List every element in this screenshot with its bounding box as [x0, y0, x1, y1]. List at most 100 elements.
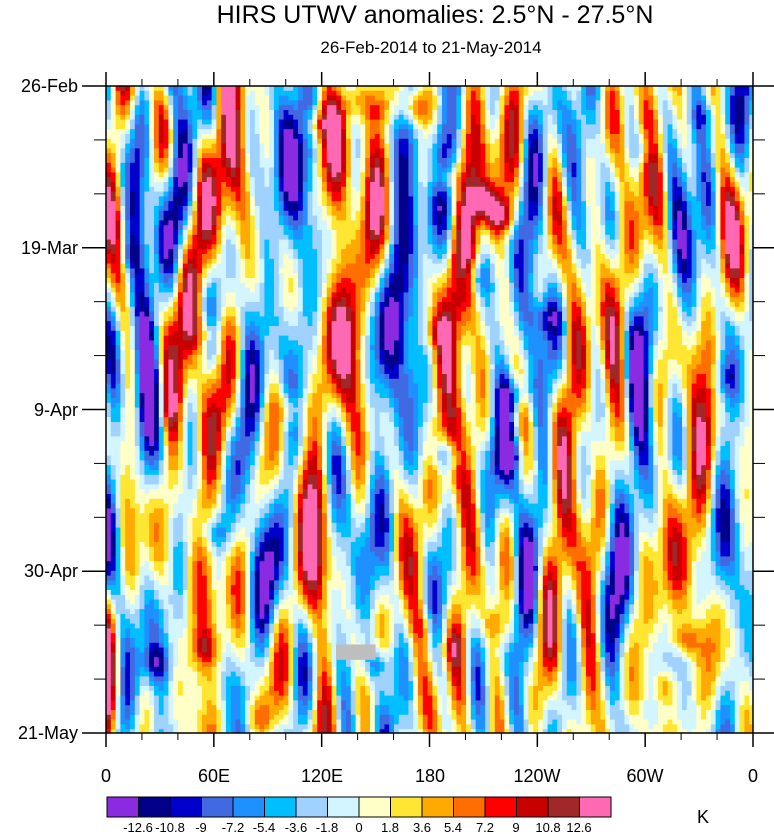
- heatmap-cell: [701, 191, 707, 197]
- heatmap-cell: [331, 177, 337, 183]
- heatmap-cell: [562, 100, 568, 106]
- heatmap-cell: [480, 186, 486, 192]
- heatmap-cell: [547, 110, 553, 116]
- heatmap-cell: [144, 220, 150, 226]
- heatmap-cell: [202, 225, 208, 231]
- heatmap-cell: [619, 220, 625, 226]
- heatmap-cell: [518, 129, 524, 135]
- heatmap-cell: [274, 254, 280, 260]
- heatmap-cell: [427, 86, 433, 92]
- heatmap-cell: [110, 210, 116, 216]
- heatmap-cell: [643, 196, 649, 202]
- heatmap-cell: [154, 134, 160, 140]
- heatmap-cell: [211, 191, 217, 197]
- heatmap-cell: [370, 230, 376, 236]
- heatmap-cell: [422, 215, 428, 221]
- heatmap-cell: [749, 158, 753, 164]
- heatmap-cell: [485, 182, 491, 188]
- heatmap-cell: [254, 110, 260, 116]
- heatmap-cell: [677, 105, 683, 111]
- heatmap-cell: [624, 220, 630, 226]
- heatmap-cell: [163, 258, 169, 264]
- heatmap-cell: [346, 191, 352, 197]
- heatmap-cell: [696, 153, 702, 159]
- heatmap-cell: [586, 210, 592, 216]
- heatmap-cell: [317, 210, 323, 216]
- heatmap-cell: [514, 239, 520, 245]
- heatmap-cell: [446, 249, 452, 255]
- heatmap-cell: [557, 239, 563, 245]
- heatmap-cell: [437, 119, 443, 125]
- heatmap-cell: [643, 220, 649, 226]
- heatmap-cell: [523, 167, 529, 173]
- heatmap-cell: [682, 215, 688, 221]
- heatmap-cell: [374, 90, 380, 96]
- heatmap-cell: [566, 220, 572, 226]
- heatmap-cell: [480, 254, 486, 260]
- heatmap-cell: [600, 167, 606, 173]
- heatmap-cell: [149, 100, 155, 106]
- heatmap-cell: [490, 138, 496, 144]
- heatmap-cell: [595, 167, 601, 173]
- heatmap-cell: [696, 230, 702, 236]
- heatmap-cell: [312, 158, 318, 164]
- heatmap-cell: [533, 220, 539, 226]
- heatmap-cell: [139, 95, 145, 101]
- heatmap-cell: [341, 249, 347, 255]
- heatmap-cell: [514, 105, 520, 111]
- heatmap-cell: [259, 153, 265, 159]
- heatmap-cell: [749, 249, 753, 255]
- heatmap-cell: [211, 110, 217, 116]
- heatmap-cell: [240, 129, 246, 135]
- heatmap-cell: [638, 148, 644, 154]
- heatmap-cell: [182, 153, 188, 159]
- heatmap-cell: [422, 162, 428, 168]
- heatmap-cell: [206, 105, 212, 111]
- heatmap-cell: [365, 201, 371, 207]
- heatmap-cell: [480, 143, 486, 149]
- heatmap-cell: [341, 258, 347, 264]
- heatmap-cell: [461, 153, 467, 159]
- heatmap-cell: [149, 162, 155, 168]
- heatmap-cell: [360, 124, 366, 130]
- heatmap-cell: [562, 230, 568, 236]
- heatmap-cell: [336, 201, 342, 207]
- heatmap-cell: [586, 186, 592, 192]
- heatmap-cell: [192, 254, 198, 260]
- heatmap-cell: [557, 100, 563, 106]
- heatmap-cell: [720, 100, 726, 106]
- heatmap-cell: [202, 196, 208, 202]
- heatmap-cell: [562, 129, 568, 135]
- heatmap-cell: [125, 196, 131, 202]
- heatmap-cell: [173, 90, 179, 96]
- heatmap-cell: [365, 162, 371, 168]
- heatmap-cell: [682, 119, 688, 125]
- heatmap-cell: [274, 191, 280, 197]
- heatmap-cell: [389, 196, 395, 202]
- heatmap-cell: [408, 258, 414, 264]
- heatmap-cell: [542, 162, 548, 168]
- heatmap-cell: [696, 158, 702, 164]
- heatmap-cell: [360, 225, 366, 231]
- heatmap-cell: [686, 182, 692, 188]
- heatmap-cell: [667, 258, 673, 264]
- heatmap-cell: [120, 86, 126, 92]
- heatmap-cell: [106, 138, 112, 144]
- heatmap-cell: [317, 254, 323, 260]
- heatmap-cell: [667, 134, 673, 140]
- heatmap-cell: [274, 129, 280, 135]
- heatmap-cell: [658, 234, 664, 240]
- heatmap-cell: [365, 95, 371, 101]
- heatmap-cell: [566, 258, 572, 264]
- heatmap-cell: [197, 258, 203, 264]
- heatmap-cell: [638, 230, 644, 236]
- heatmap-cell: [710, 258, 716, 264]
- heatmap-cell: [254, 162, 260, 168]
- heatmap-cell: [701, 177, 707, 183]
- heatmap-cell: [173, 148, 179, 154]
- heatmap-cell: [379, 201, 385, 207]
- heatmap-cell: [552, 191, 558, 197]
- heatmap-cell: [557, 201, 563, 207]
- heatmap-cell: [403, 134, 409, 140]
- heatmap-cell: [451, 210, 457, 216]
